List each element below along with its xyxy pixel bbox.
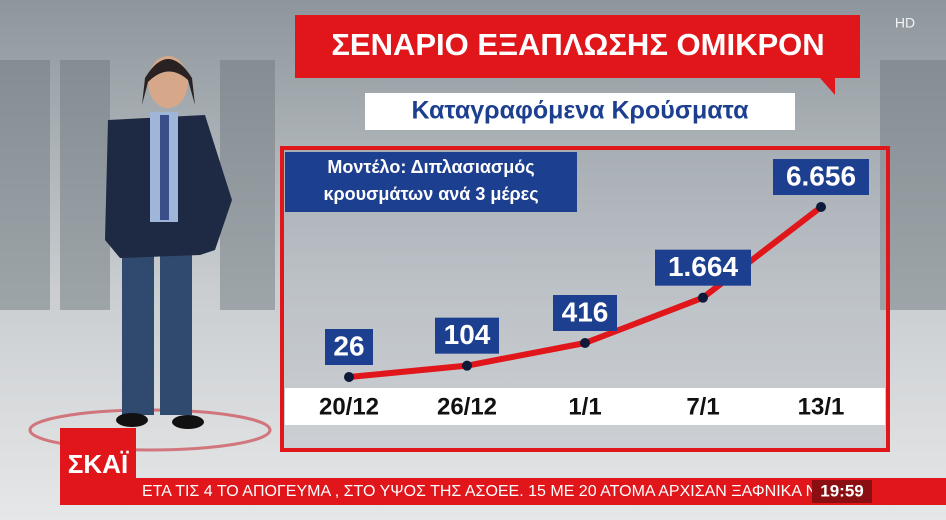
banner-tail — [820, 78, 835, 95]
value-label: 26 — [333, 330, 364, 361]
value-label: 6.656 — [786, 160, 856, 191]
point — [462, 360, 472, 371]
plot: 26 20/12 104 26/12 416 1/1 1.664 7/1 6.656 13/1 — [319, 159, 869, 420]
logo-box — [60, 428, 136, 502]
x-tick-label: 13/1 — [798, 393, 845, 420]
x-tick-label: 20/12 — [319, 393, 379, 420]
x-tick-label: 7/1 — [686, 393, 719, 420]
ticker-bar — [60, 478, 946, 505]
ticker-text: ΕΤΑ ΤΙΣ 4 ΤΟ ΑΠΟΓΕΥΜΑ , ΣΤΟ ΥΨΟΣ ΤΗΣ ΑΣΟ… — [142, 483, 876, 500]
point — [580, 338, 590, 348]
value-label-box — [325, 329, 373, 365]
channel-logo: ΣΚΑΪ — [68, 449, 129, 479]
chart-subtitle: Καταγραφόμενα Κρούσματα — [412, 97, 750, 125]
value-label: 416 — [562, 296, 609, 327]
x-tick-label: 1/1 — [568, 393, 601, 420]
value-label-box — [773, 159, 869, 195]
presenter — [105, 56, 232, 429]
subtitle-box — [365, 93, 795, 130]
value-label-box — [553, 295, 617, 331]
chart-title: ΣΕΝΑΡΙΟ ΕΞΑΠΛΩΣΗΣ ΟΜΙΚΡΟΝ — [331, 27, 824, 62]
point — [344, 372, 354, 382]
windows — [0, 60, 946, 310]
title-banner — [295, 15, 860, 78]
value-label-box — [655, 249, 751, 286]
x-tick-label: 26/12 — [437, 393, 497, 420]
value-label: 104 — [444, 319, 491, 350]
clock-box — [812, 480, 872, 503]
clock: 19:59 — [820, 481, 863, 500]
annotation: Μοντέλο: Διπλασιασμός — [327, 157, 534, 177]
x-axis-strip — [285, 388, 885, 425]
value-label: 1.664 — [668, 251, 738, 282]
annotation: κρουσμάτων ανά 3 μέρες — [323, 184, 538, 204]
point — [816, 202, 826, 212]
annotation-box — [285, 152, 577, 212]
point — [698, 292, 708, 303]
value-label-box — [435, 317, 499, 354]
hd-badge: HD — [895, 15, 915, 31]
